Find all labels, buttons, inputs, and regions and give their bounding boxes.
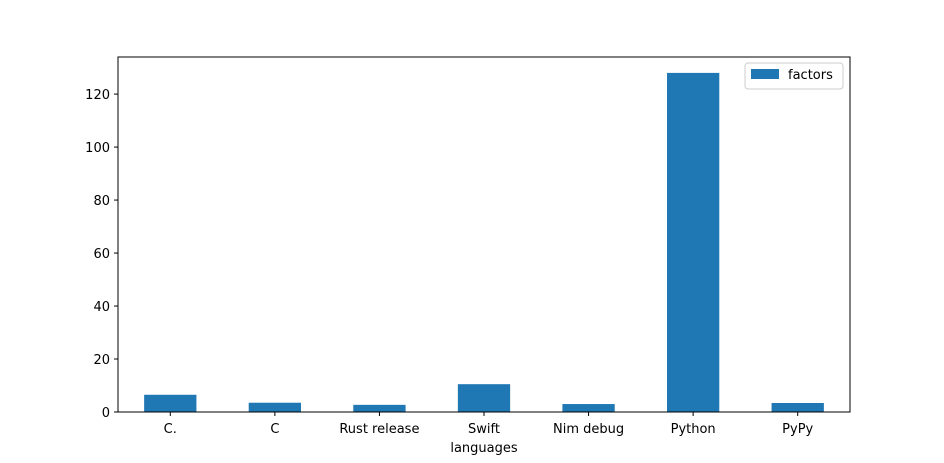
legend: factors bbox=[744, 62, 844, 90]
y-axis-ticks: 0 20 40 60 80 100 120 bbox=[85, 88, 118, 421]
bar-6 bbox=[771, 402, 824, 412]
x-tick-label-1: C bbox=[270, 422, 279, 437]
x-tick-label-6: PyPy bbox=[782, 422, 813, 437]
y-tick-label-3: 60 bbox=[93, 247, 110, 262]
bar-0 bbox=[144, 394, 197, 412]
y-tick-label-2: 40 bbox=[93, 300, 110, 315]
x-axis-label: languages bbox=[450, 441, 518, 456]
x-tick-label-0: C. bbox=[164, 422, 177, 437]
x-tick-label-2: Rust release bbox=[339, 422, 419, 437]
y-tick-label-4: 80 bbox=[93, 194, 110, 209]
plot-area bbox=[118, 57, 850, 412]
x-tick-label-5: Python bbox=[671, 422, 716, 437]
x-axis-ticks: C. C Rust release Swift Nim debug Python PyPy bbox=[164, 412, 814, 437]
x-tick-label-4: Nim debug bbox=[553, 422, 624, 437]
y-tick-label-6: 120 bbox=[85, 88, 110, 103]
bar-4 bbox=[562, 404, 615, 412]
plot-frame bbox=[117, 56, 851, 413]
bar-5 bbox=[667, 72, 720, 413]
bars-group bbox=[144, 72, 824, 413]
bar-2 bbox=[353, 404, 406, 412]
bar-3 bbox=[457, 384, 511, 412]
legend-label-factors: factors bbox=[788, 68, 833, 83]
bar-1 bbox=[248, 402, 301, 412]
y-tick-label-1: 20 bbox=[93, 353, 110, 368]
legend-swatch-factors bbox=[751, 69, 779, 79]
y-tick-label-5: 100 bbox=[85, 141, 110, 156]
x-tick-label-3: Swift bbox=[468, 422, 500, 437]
y-tick-label-0: 0 bbox=[102, 406, 110, 421]
